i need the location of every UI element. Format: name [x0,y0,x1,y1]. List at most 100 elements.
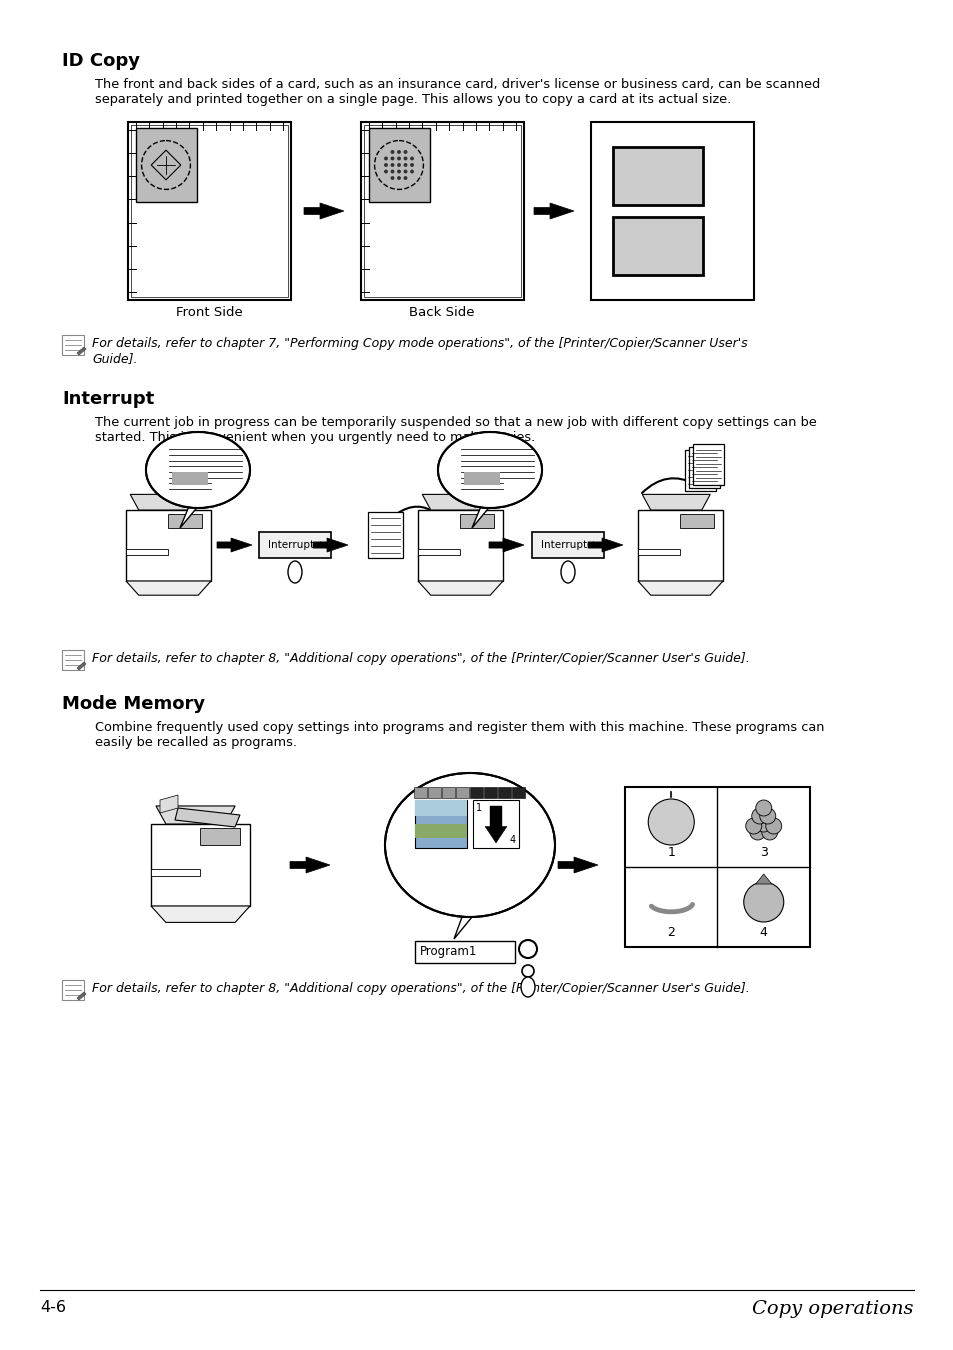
Circle shape [396,170,400,173]
Bar [151,824,250,906]
Bar [456,787,469,798]
Bar [613,147,702,205]
Bar [369,128,430,202]
Polygon shape [755,873,771,884]
Polygon shape [180,504,200,528]
Ellipse shape [386,775,553,915]
Bar [692,444,723,485]
Bar [470,787,482,798]
Circle shape [384,163,388,167]
Circle shape [751,809,767,824]
Circle shape [755,801,771,815]
Bar [417,549,460,555]
Circle shape [384,170,388,173]
Text: The current job in progress can be temporarily suspended so that a new job with : The current job in progress can be tempo… [95,416,816,444]
Polygon shape [641,494,709,510]
Text: Front Side: Front Side [175,306,242,319]
Bar [679,513,714,528]
Bar [126,510,211,580]
Circle shape [403,176,407,180]
Bar [624,787,809,946]
Polygon shape [534,202,574,219]
Polygon shape [131,494,198,510]
Polygon shape [472,504,492,528]
Polygon shape [174,809,240,828]
Circle shape [760,824,777,840]
Polygon shape [77,662,86,670]
Bar [368,512,402,558]
Circle shape [743,882,783,922]
Bar [428,787,440,798]
Text: Copy operations: Copy operations [752,1300,913,1318]
Circle shape [396,163,400,167]
Circle shape [403,150,407,154]
Ellipse shape [288,562,302,583]
Text: For details, refer to chapter 8, "Additional copy operations", of the [Printer/C: For details, refer to chapter 8, "Additi… [91,981,749,995]
Bar [638,510,722,580]
Polygon shape [558,857,598,873]
Text: 4: 4 [509,836,516,845]
Text: Mode Memory: Mode Memory [62,695,205,713]
Polygon shape [313,539,348,552]
Bar [613,217,702,275]
Text: For details, refer to chapter 7, "Performing Copy mode operations", of the [Prin: For details, refer to chapter 7, "Perfor… [91,338,747,364]
Circle shape [410,157,414,161]
Circle shape [403,170,407,173]
Circle shape [765,818,781,834]
Bar [126,549,169,555]
Bar [638,549,679,555]
Polygon shape [151,906,250,922]
Bar [417,510,502,580]
Text: A: A [643,159,671,193]
Polygon shape [77,992,86,1000]
Circle shape [745,818,760,834]
Ellipse shape [438,433,540,508]
Bar [414,787,427,798]
Bar [684,450,716,491]
Polygon shape [77,347,86,355]
Bar [473,801,518,848]
Bar [460,513,494,528]
Polygon shape [160,795,178,813]
Circle shape [390,163,394,167]
Bar [497,787,511,798]
Text: 1: 1 [476,803,481,813]
Bar [415,824,467,838]
Polygon shape [454,917,472,940]
Polygon shape [304,202,344,219]
Bar [415,801,467,815]
Circle shape [396,157,400,161]
Bar [360,122,523,300]
Circle shape [390,170,394,173]
Text: Back Side: Back Side [409,306,475,319]
Ellipse shape [385,774,555,917]
Polygon shape [290,857,330,873]
Circle shape [390,157,394,161]
Bar [415,941,515,963]
Bar [590,122,753,300]
Polygon shape [484,806,506,842]
Bar [258,532,331,558]
Text: 4: 4 [759,926,767,940]
Circle shape [410,163,414,167]
Polygon shape [155,806,234,824]
Bar [128,122,291,300]
Circle shape [648,799,694,845]
Ellipse shape [147,433,249,508]
Bar [441,787,455,798]
Text: Interrupt↵: Interrupt↵ [540,540,595,549]
Ellipse shape [146,432,250,508]
Polygon shape [216,539,252,552]
Text: For details, refer to chapter 8, "Additional copy operations", of the [Printer/C: For details, refer to chapter 8, "Additi… [91,652,749,666]
Circle shape [518,940,537,958]
Text: ID Copy: ID Copy [62,53,140,70]
Ellipse shape [437,432,541,508]
Polygon shape [126,580,211,595]
Text: B: B [643,230,671,263]
Text: 2: 2 [666,926,675,940]
Bar [62,335,84,355]
Bar [136,128,196,202]
Text: Combine frequently used copy settings into programs and register them with this : Combine frequently used copy settings in… [95,721,823,749]
Bar [172,472,208,485]
Circle shape [396,150,400,154]
